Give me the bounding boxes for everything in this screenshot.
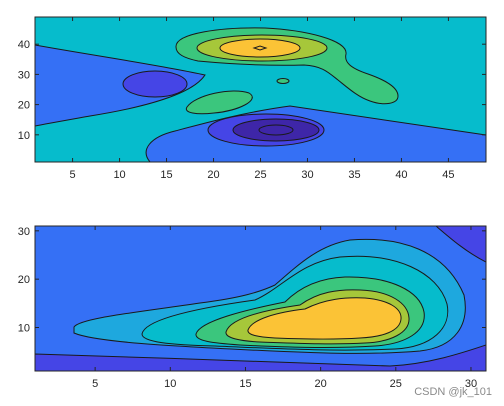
top-x-tick-label: 30 <box>301 169 313 181</box>
watermark: CSDN @jk_101 <box>414 386 492 398</box>
bottom-y-tick-label: 10 <box>18 323 30 335</box>
top-x-tick-label: 40 <box>395 169 407 181</box>
bottom-x-tick-label: 5 <box>92 378 98 390</box>
top-contour-region <box>35 44 206 127</box>
top-y-tick-label: 30 <box>18 69 30 81</box>
bottom-y-tick-label: 30 <box>18 226 30 238</box>
top-contour-region <box>122 70 188 98</box>
top-contour-region <box>276 78 290 84</box>
top-y-tick-label: 20 <box>18 100 30 112</box>
top-y-tick-label: 10 <box>18 130 30 142</box>
bottom-y-tick-label: 20 <box>18 274 30 286</box>
bottom-contour-region <box>35 344 486 371</box>
bottom-contour-plot: 5 10 15 20 25 30 10 20 30 <box>18 225 487 390</box>
top-x-tick-label: 5 <box>70 169 76 181</box>
bottom-x-tick-label: 10 <box>164 378 176 390</box>
top-x-tick-label: 10 <box>113 169 125 181</box>
bottom-plot-frame <box>34 225 487 372</box>
top-x-tick-label: 25 <box>254 169 266 181</box>
top-contour-region <box>252 45 268 51</box>
top-contour-region <box>258 124 294 136</box>
top-contour-region <box>185 90 253 115</box>
top-contour-plot: 5 10 15 20 25 30 35 40 45 10 20 30 40 <box>18 16 487 181</box>
top-x-tick-label: 20 <box>207 169 219 181</box>
top-x-tick-label: 35 <box>348 169 360 181</box>
top-y-tick-label: 40 <box>18 39 30 51</box>
bottom-x-tick-label: 15 <box>239 378 251 390</box>
bottom-x-tick-label: 20 <box>315 378 327 390</box>
bottom-contour-region <box>435 226 486 263</box>
bottom-x-tick-label: 30 <box>465 378 477 390</box>
bottom-x-tick-label: 25 <box>390 378 402 390</box>
top-x-tick-label: 45 <box>442 169 454 181</box>
top-x-tick-label: 15 <box>160 169 172 181</box>
bottom-contour-region <box>247 297 402 340</box>
